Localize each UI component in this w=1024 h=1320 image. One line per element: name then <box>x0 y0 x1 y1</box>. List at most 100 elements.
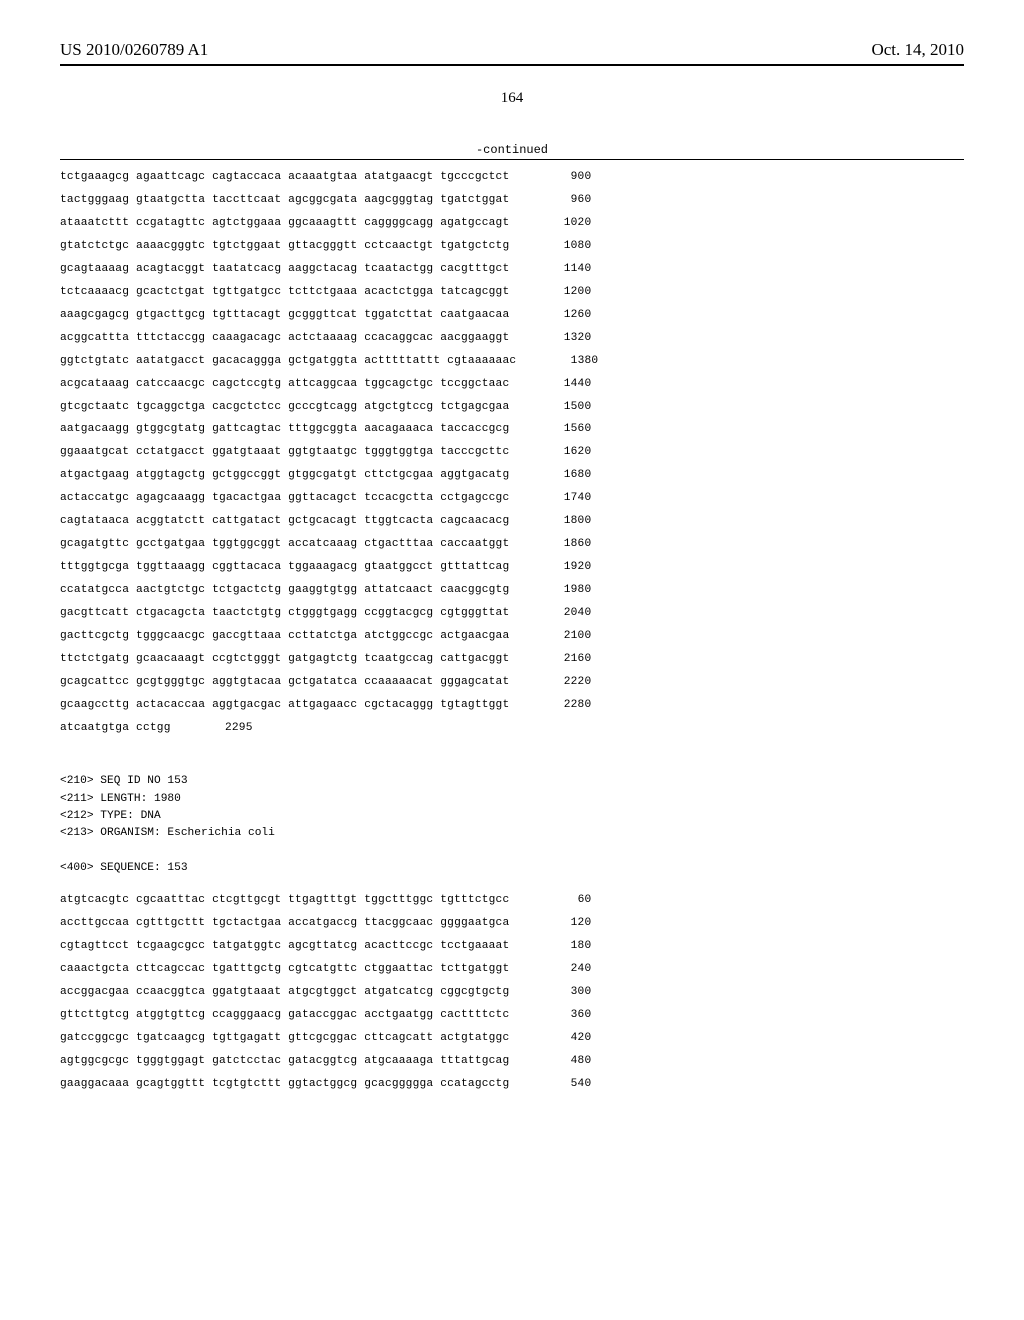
sequence-position: 1200 <box>509 281 591 304</box>
sequence-groups: gtcgctaatc tgcaggctga cacgctctcc gcccgtc… <box>60 396 509 419</box>
sequence-line: ccatatgcca aactgtctgc tctgactctg gaaggtg… <box>60 579 964 602</box>
sequence-block-top: tctgaaagcg agaattcagc cagtaccaca acaaatg… <box>60 166 964 740</box>
sequence-position: 1620 <box>509 441 591 464</box>
sequence-position: 420 <box>509 1027 591 1050</box>
meta-organism: <213> ORGANISM: Escherichia coli <box>60 827 275 839</box>
sequence-position: 480 <box>509 1050 591 1073</box>
sequence-line: gcagtaaaag acagtacggt taatatcacg aaggcta… <box>60 258 964 281</box>
sequence-line: tctgaaagcg agaattcagc cagtaccaca acaaatg… <box>60 166 964 189</box>
publication-date: Oct. 14, 2010 <box>871 40 964 60</box>
sequence-position: 960 <box>509 189 591 212</box>
sequence-position: 2280 <box>509 694 591 717</box>
sequence-line: gaaggacaaa gcagtggttt tcgtgtcttt ggtactg… <box>60 1073 964 1096</box>
sequence-line: gtcgctaatc tgcaggctga cacgctctcc gcccgtc… <box>60 396 964 419</box>
page-number: 164 <box>60 90 964 107</box>
sequence-line: atgactgaag atggtagctg gctggccggt gtggcga… <box>60 464 964 487</box>
sequence-line: gcagatgttc gcctgatgaa tggtggcggt accatca… <box>60 533 964 556</box>
sequence-line: tctcaaaacg gcactctgat tgttgatgcc tcttctg… <box>60 281 964 304</box>
sequence-position: 540 <box>509 1073 591 1096</box>
meta-type: <212> TYPE: DNA <box>60 810 161 822</box>
sequence-position: 1980 <box>509 579 591 602</box>
sequence-groups: ttctctgatg gcaacaaagt ccgtctgggt gatgagt… <box>60 648 509 671</box>
sequence-position: 1320 <box>509 327 591 350</box>
sequence-groups: cgtagttcct tcgaagcgcc tatgatggtc agcgtta… <box>60 935 509 958</box>
sequence-line: cagtataaca acggtatctt cattgatact gctgcac… <box>60 510 964 533</box>
sequence-line: aatgacaagg gtggcgtatg gattcagtac tttggcg… <box>60 418 964 441</box>
sequence-position: 1380 <box>516 350 598 373</box>
sequence-line: gacgttcatt ctgacagcta taactctgtg ctgggtg… <box>60 602 964 625</box>
sequence-line: accggacgaa ccaacggtca ggatgtaaat atgcgtg… <box>60 981 964 1004</box>
sequence-groups: gaaggacaaa gcagtggttt tcgtgtcttt ggtactg… <box>60 1073 509 1096</box>
sequence-position: 2100 <box>509 625 591 648</box>
sequence-line: cgtagttcct tcgaagcgcc tatgatggtc agcgtta… <box>60 935 964 958</box>
sequence-groups: atgactgaag atggtagctg gctggccggt gtggcga… <box>60 464 509 487</box>
sequence-groups: ggtctgtatc aatatgacct gacacaggga gctgatg… <box>60 350 516 373</box>
sequence-groups: ataaatcttt ccgatagttc agtctggaaa ggcaaag… <box>60 212 509 235</box>
sequence-position: 240 <box>509 958 591 981</box>
sequence-line: accttgccaa cgtttgcttt tgctactgaa accatga… <box>60 912 964 935</box>
sequence-line: tttggtgcga tggttaaagg cggttacaca tggaaag… <box>60 556 964 579</box>
sequence-position: 1560 <box>509 418 591 441</box>
page-header: US 2010/0260789 A1 Oct. 14, 2010 <box>60 40 964 66</box>
meta-sequence-label: <400> SEQUENCE: 153 <box>60 862 188 874</box>
sequence-groups: gcagatgttc gcctgatgaa tggtggcggt accatca… <box>60 533 509 556</box>
sequence-line: gcaagccttg actacaccaa aggtgacgac attgaga… <box>60 694 964 717</box>
sequence-groups: agtggcgcgc tgggtggagt gatctcctac gatacgg… <box>60 1050 509 1073</box>
sequence-groups: acgcataaag catccaacgc cagctccgtg attcagg… <box>60 373 509 396</box>
sequence-groups: atgtcacgtc cgcaatttac ctcgttgcgt ttgagtt… <box>60 889 509 912</box>
sequence-groups: gcaagccttg actacaccaa aggtgacgac attgaga… <box>60 694 509 717</box>
sequence-position: 2160 <box>509 648 591 671</box>
sequence-groups: atcaatgtga cctgg <box>60 717 171 740</box>
sequence-groups: actaccatgc agagcaaagg tgacactgaa ggttaca… <box>60 487 509 510</box>
sequence-line: ataaatcttt ccgatagttc agtctggaaa ggcaaag… <box>60 212 964 235</box>
sequence-groups: gttcttgtcg atggtgttcg ccagggaacg gataccg… <box>60 1004 509 1027</box>
sequence-position: 1260 <box>509 304 591 327</box>
sequence-groups: accttgccaa cgtttgcttt tgctactgaa accatga… <box>60 912 509 935</box>
sequence-position: 1860 <box>509 533 591 556</box>
sequence-position: 2220 <box>509 671 591 694</box>
meta-length: <211> LENGTH: 1980 <box>60 793 181 805</box>
sequence-groups: aatgacaagg gtggcgtatg gattcagtac tttggcg… <box>60 418 509 441</box>
sequence-groups: acggcattta tttctaccgg caaagacagc actctaa… <box>60 327 509 350</box>
sequence-position: 360 <box>509 1004 591 1027</box>
sequence-groups: tttggtgcga tggttaaagg cggttacaca tggaaag… <box>60 556 509 579</box>
sequence-position: 60 <box>509 889 591 912</box>
sequence-groups: cagtataaca acggtatctt cattgatact gctgcac… <box>60 510 509 533</box>
sequence-position: 2295 <box>171 717 253 740</box>
sequence-position: 300 <box>509 981 591 1004</box>
sequence-groups: gacttcgctg tgggcaacgc gaccgttaaa ccttatc… <box>60 625 509 648</box>
sequence-groups: ccatatgcca aactgtctgc tctgactctg gaaggtg… <box>60 579 509 602</box>
sequence-position: 180 <box>509 935 591 958</box>
sequence-groups: aaagcgagcg gtgacttgcg tgtttacagt gcgggtt… <box>60 304 509 327</box>
sequence-groups: ggaaatgcat cctatgacct ggatgtaaat ggtgtaa… <box>60 441 509 464</box>
sequence-line: caaactgcta cttcagccac tgatttgctg cgtcatg… <box>60 958 964 981</box>
page-container: US 2010/0260789 A1 Oct. 14, 2010 164 -co… <box>0 0 1024 1320</box>
sequence-position: 1680 <box>509 464 591 487</box>
sequence-metadata: <210> SEQ ID NO 153 <211> LENGTH: 1980 <… <box>60 756 964 878</box>
sequence-position: 900 <box>509 166 591 189</box>
sequence-line: gacttcgctg tgggcaacgc gaccgttaaa ccttatc… <box>60 625 964 648</box>
sequence-line: gttcttgtcg atggtgttcg ccagggaacg gataccg… <box>60 1004 964 1027</box>
sequence-position: 1740 <box>509 487 591 510</box>
sequence-groups: gtatctctgc aaaacgggtc tgtctggaat gttacgg… <box>60 235 509 258</box>
sequence-line: actaccatgc agagcaaagg tgacactgaa ggttaca… <box>60 487 964 510</box>
sequence-groups: caaactgcta cttcagccac tgatttgctg cgtcatg… <box>60 958 509 981</box>
sequence-line: atgtcacgtc cgcaatttac ctcgttgcgt ttgagtt… <box>60 889 964 912</box>
sequence-groups: gacgttcatt ctgacagcta taactctgtg ctgggtg… <box>60 602 509 625</box>
sequence-line: gcagcattcc gcgtgggtgc aggtgtacaa gctgata… <box>60 671 964 694</box>
sequence-groups: tctgaaagcg agaattcagc cagtaccaca acaaatg… <box>60 166 509 189</box>
horizontal-rule <box>60 159 964 160</box>
sequence-position: 1080 <box>509 235 591 258</box>
sequence-position: 1920 <box>509 556 591 579</box>
sequence-position: 1020 <box>509 212 591 235</box>
sequence-groups: tctcaaaacg gcactctgat tgttgatgcc tcttctg… <box>60 281 509 304</box>
sequence-line: atcaatgtga cctgg2295 <box>60 717 964 740</box>
sequence-block-bottom: atgtcacgtc cgcaatttac ctcgttgcgt ttgagtt… <box>60 889 964 1096</box>
sequence-line: acggcattta tttctaccgg caaagacagc actctaa… <box>60 327 964 350</box>
sequence-groups: tactgggaag gtaatgctta taccttcaat agcggcg… <box>60 189 509 212</box>
continued-label: -continued <box>60 143 964 157</box>
meta-seq-id: <210> SEQ ID NO 153 <box>60 775 188 787</box>
sequence-line: ggaaatgcat cctatgacct ggatgtaaat ggtgtaa… <box>60 441 964 464</box>
sequence-position: 2040 <box>509 602 591 625</box>
sequence-position: 1440 <box>509 373 591 396</box>
